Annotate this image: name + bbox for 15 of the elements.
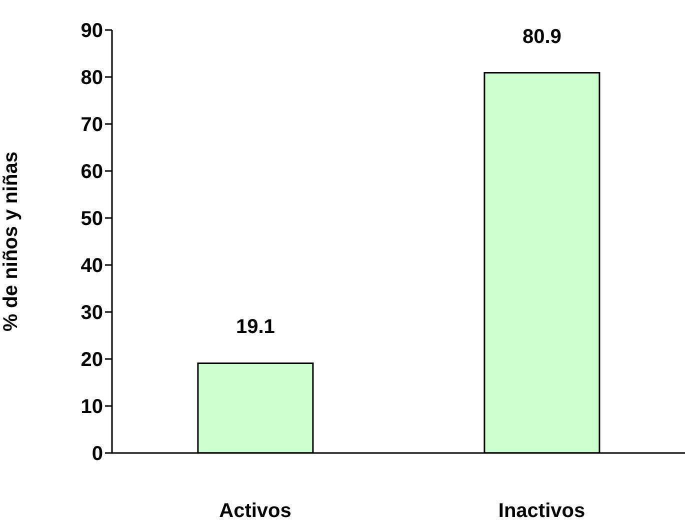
- y-tick-label: 0: [92, 443, 103, 466]
- y-axis-title: % de niños y niñas: [0, 151, 22, 332]
- y-tick-label: 10: [80, 396, 103, 418]
- y-tick-label: 50: [80, 208, 103, 230]
- y-tick-label: 80: [80, 67, 103, 90]
- y-tick-label: 30: [80, 302, 103, 324]
- x-tick-label: Inactivos: [498, 500, 586, 521]
- y-tick-label: 40: [80, 255, 103, 278]
- y-tick-label: 70: [80, 114, 103, 136]
- data-label: 19.1: [236, 316, 275, 338]
- x-tick-label: Activos: [219, 500, 292, 521]
- y-tick-label: 60: [80, 161, 103, 184]
- data-label: 80.9: [522, 26, 562, 48]
- y-tick-label: 90: [80, 20, 103, 42]
- y-tick-label: 20: [80, 349, 103, 372]
